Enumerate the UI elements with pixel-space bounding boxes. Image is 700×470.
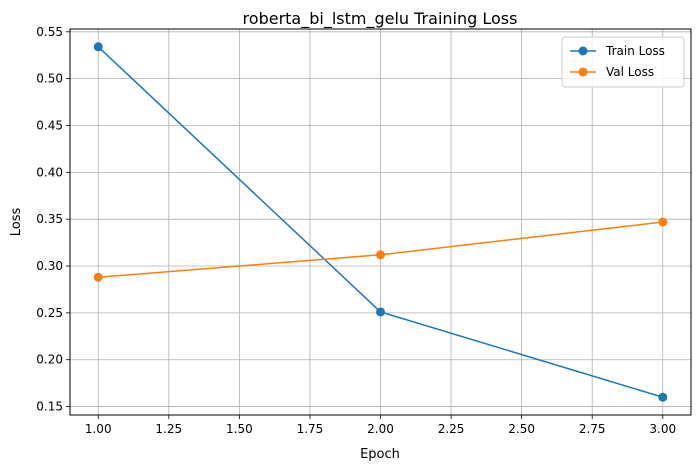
x-tick-label: 1.50 bbox=[226, 422, 253, 436]
train-loss-point bbox=[658, 392, 668, 402]
legend: Train Loss Val Loss bbox=[561, 36, 685, 88]
x-axis-label: Epoch bbox=[360, 447, 400, 462]
legend-label-val-loss: Val Loss bbox=[606, 65, 654, 79]
grid-lines bbox=[70, 29, 691, 415]
y-tick-label: 0.40 bbox=[36, 165, 63, 179]
y-tick-label: 0.30 bbox=[36, 259, 63, 273]
y-axis-ticks: 0.15 0.20 0.25 0.30 0.35 0.40 0.45 0.50 0.55 bbox=[36, 25, 70, 414]
y-tick-label: 0.15 bbox=[36, 400, 63, 414]
legend-label-train-loss: Train Loss bbox=[605, 44, 665, 58]
x-tick-label: 2.00 bbox=[367, 422, 394, 436]
val-loss-point bbox=[376, 250, 385, 260]
x-tick-label: 1.75 bbox=[297, 422, 324, 436]
legend-box bbox=[561, 36, 685, 88]
x-tick-label: 1.00 bbox=[85, 422, 112, 436]
x-tick-label: 3.00 bbox=[649, 422, 676, 436]
chart-title: roberta_bi_lstm_gelu Training Loss bbox=[243, 9, 518, 29]
x-tick-label: 2.50 bbox=[508, 422, 535, 436]
y-tick-label: 0.55 bbox=[36, 25, 63, 39]
y-tick-label: 0.20 bbox=[36, 353, 63, 367]
val-loss-point bbox=[658, 217, 668, 227]
legend-marker-train-loss bbox=[578, 46, 588, 56]
val-loss-point bbox=[93, 272, 103, 282]
y-tick-label: 0.50 bbox=[36, 72, 63, 86]
legend-marker-val-loss bbox=[578, 67, 588, 77]
plot-frame bbox=[69, 28, 692, 416]
x-tick-label: 1.25 bbox=[155, 422, 182, 436]
train-loss-point bbox=[376, 307, 385, 317]
x-tick-label: 2.25 bbox=[438, 422, 465, 436]
y-tick-label: 0.45 bbox=[36, 119, 63, 133]
x-tick-label: 2.75 bbox=[579, 422, 606, 436]
train-loss-point bbox=[93, 42, 103, 52]
series-layer bbox=[93, 42, 668, 402]
y-tick-label: 0.35 bbox=[36, 212, 63, 226]
y-axis-label: Loss bbox=[9, 208, 24, 237]
y-tick-label: 0.25 bbox=[36, 306, 63, 320]
x-axis-ticks: 1.00 1.25 1.50 1.75 2.00 2.25 2.50 2.75 3.00 bbox=[85, 415, 676, 436]
